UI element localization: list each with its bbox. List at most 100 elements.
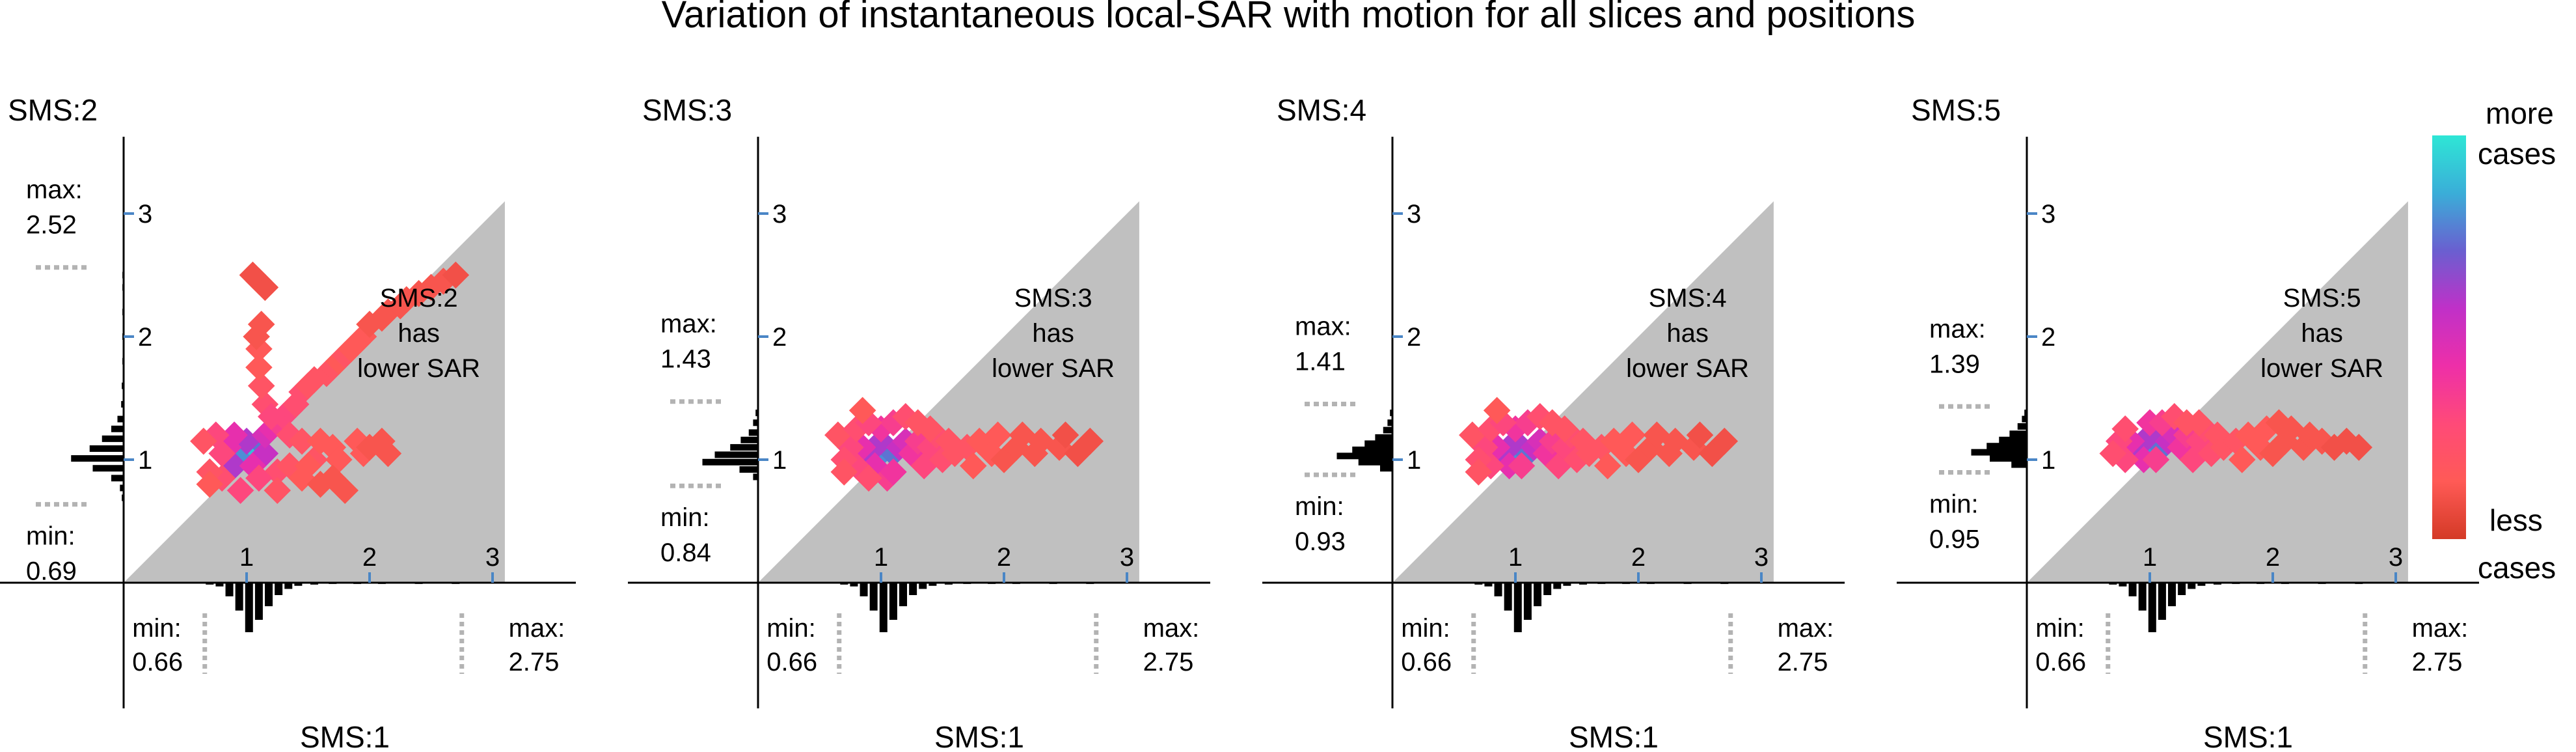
heatmap-cell: [2228, 446, 2256, 473]
x-histogram-bar: [215, 583, 224, 587]
y-histogram-bar: [2011, 461, 2027, 468]
x-min-value: 0.66: [1401, 648, 1452, 676]
x-histogram-bar: [2138, 583, 2147, 611]
heatmap-cell: [2111, 446, 2139, 473]
x-tick-label: 3: [1754, 543, 1769, 572]
region-label-line-2: has: [1032, 319, 1074, 348]
x-histogram-bar: [1474, 583, 1483, 585]
lower-sar-region: [1392, 201, 1774, 583]
x-histogram-bar: [1494, 583, 1502, 596]
heatmap-cell: [331, 477, 359, 505]
y-min-label: min:: [26, 522, 75, 551]
heatmap-cell: [1483, 397, 1511, 425]
heatmap-cell: [245, 354, 273, 382]
heatmap-cell: [294, 452, 322, 480]
y-histogram-bar: [111, 475, 124, 482]
heatmap-cell: [848, 397, 876, 425]
y-histogram-bar: [1999, 436, 2027, 443]
x-histogram-bar: [1720, 583, 1729, 584]
x-tick-label: 2: [1631, 543, 1646, 572]
y-min-label: min:: [660, 503, 710, 532]
x-histogram-bar: [1597, 583, 1606, 584]
y-max-label: max:: [26, 176, 83, 204]
x-histogram-bar: [1484, 583, 1493, 587]
x-histogram-bar: [2148, 583, 2156, 632]
heatmap-cell: [1711, 427, 1739, 455]
x-histogram-bar: [889, 583, 897, 620]
x-min-label: min:: [766, 614, 816, 643]
y-histogram-bar: [122, 357, 124, 365]
x-histogram-bar: [1579, 583, 1587, 585]
heatmap-cell: [2185, 409, 2213, 437]
heatmap-cell: [1076, 427, 1104, 455]
heatmap-cell: [374, 298, 402, 326]
y-histogram-bar: [739, 466, 758, 473]
y-histogram-bar: [1352, 446, 1392, 453]
x-tick-label: 3: [2389, 543, 2403, 572]
x-min-value: 0.66: [766, 648, 817, 676]
x-min-label: min:: [1401, 614, 1450, 643]
x-histogram-bar: [245, 583, 253, 632]
x-histogram-bar: [2109, 583, 2117, 585]
y-max-value: 1.39: [1929, 350, 1980, 378]
colorbar-top-label-line-2: cases: [2478, 137, 2556, 171]
heatmap-cell: [288, 427, 316, 455]
heatmap-cell: [2099, 439, 2127, 467]
y-min-value: 0.84: [660, 538, 711, 567]
x-axis-title: SMS:1: [1569, 720, 1659, 752]
heatmap-cell: [442, 261, 470, 289]
y-min-label: min:: [1929, 490, 1979, 518]
x-histogram-bar: [235, 583, 243, 611]
y-histogram-bar: [111, 425, 124, 432]
y-tick-label: 2: [1407, 323, 1421, 352]
y-tick-label: 3: [1407, 200, 1421, 229]
heatmap-cell: [959, 452, 987, 480]
y-min-value: 0.69: [26, 557, 77, 586]
x-histogram-bar: [310, 583, 318, 585]
heatmap-cell: [867, 415, 895, 443]
y-histogram-bar: [753, 419, 758, 426]
y-histogram-bar: [753, 473, 758, 480]
y-histogram-bar: [122, 333, 124, 340]
y-max-label: max:: [660, 310, 717, 339]
y-tick-label: 1: [138, 446, 152, 475]
x-histogram-bar: [377, 583, 386, 584]
y-histogram-bar: [1383, 426, 1392, 434]
y-histogram-bar: [92, 465, 124, 472]
x-histogram-bar: [919, 583, 927, 589]
y-histogram-bar: [122, 272, 124, 279]
y-histogram-bar: [2022, 415, 2027, 423]
colorbar-top-label-line-1: more: [2486, 96, 2554, 130]
y-histogram-bar: [2017, 423, 2027, 430]
y-min-label: min:: [1295, 492, 1344, 521]
x-histogram-bar: [850, 583, 858, 587]
heatmap-cell: [196, 471, 224, 498]
panel-4: 1 2 3 1 2 3 SMS:5 SMS:1 SMS:5 has lower SAR min: 0.6…: [1897, 93, 2479, 752]
heatmap-cell: [1625, 446, 1652, 473]
x-tick-label: 3: [1120, 543, 1134, 572]
x-max-label: max:: [1778, 614, 1834, 643]
heatmap-cell: [356, 311, 383, 338]
x-histogram-bar: [2232, 583, 2240, 584]
y-max-value: 1.41: [1295, 348, 1346, 376]
y-tick-label: 2: [138, 323, 152, 352]
heatmap-cell: [1051, 421, 1079, 449]
region-label-line-3: lower SAR: [2260, 354, 2383, 383]
colorbar-gradient: [2432, 135, 2466, 539]
x-axis-title: SMS:1: [300, 720, 390, 752]
heatmap-cell: [349, 323, 377, 350]
y-max-value: 2.52: [26, 211, 77, 240]
heatmap-cell: [2253, 415, 2281, 443]
y-histogram-bar: [89, 445, 124, 452]
lower-sar-region: [2027, 201, 2408, 583]
y-histogram-bar: [102, 435, 124, 442]
heatmap-cell: [245, 464, 273, 492]
x-histogram-bar: [1683, 583, 1692, 584]
x-histogram-bar: [414, 583, 423, 584]
x-histogram-bar: [353, 583, 362, 584]
panels-container: 1 2 3 1 2 3 SMS:2 SMS:1 SMS:2 has lower SAR min: 0.6…: [0, 93, 2479, 752]
x-histogram-bar: [2257, 583, 2265, 584]
y-histogram-bar: [2024, 410, 2027, 417]
region-label-line-3: lower SAR: [357, 354, 480, 383]
y-histogram-bar: [1990, 455, 2027, 462]
